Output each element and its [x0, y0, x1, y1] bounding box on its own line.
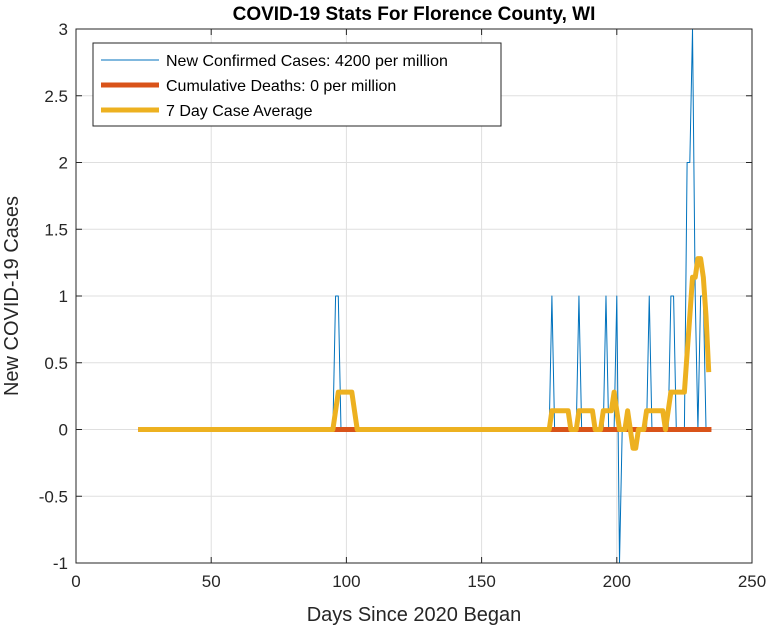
y-tick-label: -0.5 — [39, 487, 68, 506]
y-tick-label: 1.5 — [44, 220, 68, 239]
y-tick-label: 1 — [59, 287, 68, 306]
legend-label-3: 7 Day Case Average — [166, 103, 313, 120]
legend: New Confirmed Cases: 4200 per million Cum… — [92, 42, 502, 127]
y-tick-label: 0 — [59, 421, 68, 440]
x-tick-label: 250 — [738, 572, 766, 591]
x-tick-label: 50 — [202, 572, 221, 591]
x-tick-label: 0 — [71, 572, 80, 591]
legend-items: New Confirmed Cases: 4200 per million Cum… — [101, 53, 448, 120]
legend-box — [92, 42, 502, 127]
y-axis-label: New COVID-19 Cases — [1, 196, 23, 396]
legend-label-2: Cumulative Deaths: 0 per million — [166, 78, 396, 95]
y-tick-label: 2.5 — [44, 87, 68, 106]
y-tick-label: 2 — [59, 154, 68, 173]
x-tick-label: 150 — [467, 572, 495, 591]
y-tick-label: 3 — [59, 20, 68, 39]
x-tick-label: 200 — [603, 572, 631, 591]
chart-title: COVID-19 Stats For Florence County, WI — [233, 4, 596, 25]
y-tick-label: -1 — [53, 554, 68, 573]
x-tick-label: 100 — [332, 572, 360, 591]
y-tick-label: 0.5 — [44, 354, 68, 373]
legend-label-1: New Confirmed Cases: 4200 per million — [166, 53, 448, 70]
series-line-3 — [138, 256, 712, 451]
ticks: 0 50 100 150 200 250 -1 -0.5 0 0.5 1 1.5 2 2.5 3 — [39, 20, 766, 591]
x-axis-label: Days Since 2020 Began — [307, 604, 522, 626]
series-layer — [138, 28, 712, 564]
